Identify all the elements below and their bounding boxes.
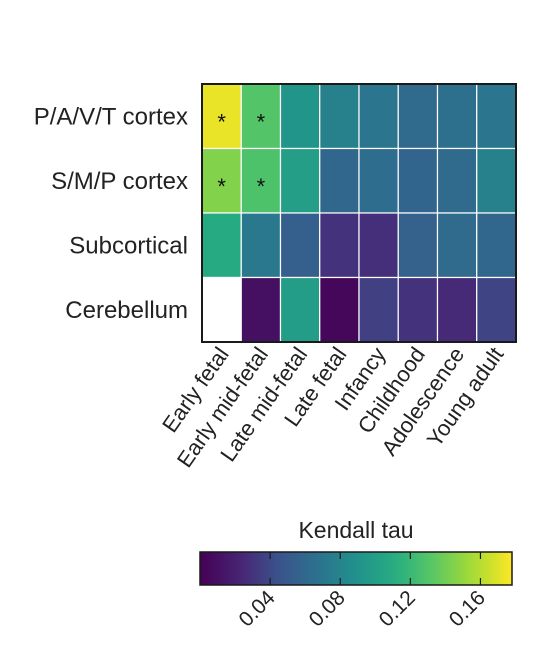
- heatmap-cell: [358, 147, 399, 214]
- colorbar-tick-label: 0.16: [445, 586, 490, 631]
- heatmap-cell: [476, 212, 517, 279]
- heatmap-cell: [279, 212, 321, 279]
- row-label: S/M/P cortex: [51, 168, 188, 195]
- colorbar-title: Kendall tau: [298, 517, 413, 543]
- heatmap-cell: [279, 83, 321, 150]
- heatmap-cell: [279, 147, 321, 214]
- heatmap-cell: [476, 276, 517, 343]
- heatmap-cell: [358, 83, 399, 150]
- heatmap-cell: [397, 83, 439, 150]
- heatmap-cell: [436, 83, 478, 150]
- heatmap-cell: [476, 147, 517, 214]
- colorbar-tick-label: 0.12: [375, 586, 420, 631]
- heatmap-cell: [476, 83, 517, 150]
- heatmap-cell: [319, 147, 360, 214]
- heatmap-cell: [397, 147, 439, 214]
- heatmap-cell: [358, 212, 399, 279]
- colorbar-tick-label: 0.08: [305, 586, 350, 631]
- heatmap-cells: [201, 83, 517, 343]
- colorbar: 0.04 0.08 0.12 0.16: [199, 551, 513, 631]
- row-label: Subcortical: [69, 232, 188, 259]
- significance-star: *: [217, 174, 226, 199]
- heatmap-cell: [201, 276, 242, 343]
- row-labels: P/A/V/T cortex S/M/P cortex Subcortical Cer…: [34, 103, 188, 324]
- significance-star: *: [217, 109, 226, 134]
- colorbar-gradient: [199, 551, 513, 586]
- heatmap-cell: [436, 276, 478, 343]
- significance-markers: * * * *: [217, 109, 265, 199]
- row-label: Cerebellum: [65, 297, 188, 324]
- heatmap-cell: [240, 212, 282, 279]
- heatmap-cell: [397, 212, 439, 279]
- heatmap-cell: [397, 276, 439, 343]
- significance-star: *: [257, 109, 266, 134]
- row-label: P/A/V/T cortex: [34, 103, 188, 130]
- heatmap-cell: [240, 83, 282, 150]
- colorbar-tick-label: 0.04: [234, 586, 279, 631]
- heatmap-cell: [436, 212, 478, 279]
- heatmap-cell: [279, 276, 321, 343]
- heatmap-cell: [436, 147, 478, 214]
- heatmap-cell: [319, 212, 360, 279]
- heatmap-frame: [201, 83, 517, 343]
- heatmap-cell: [240, 276, 282, 343]
- heatmap-cell: [319, 83, 360, 150]
- heatmap-cell: [201, 212, 242, 279]
- heatmap-cell: [358, 276, 399, 343]
- heatmap-cell: [319, 276, 360, 343]
- significance-star: *: [257, 174, 266, 199]
